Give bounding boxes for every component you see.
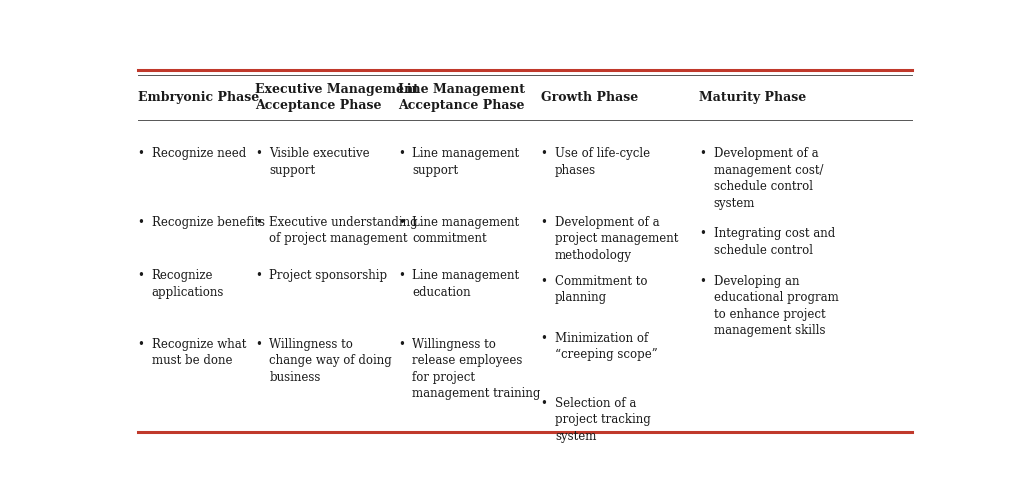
Text: Development of a
project management
methodology: Development of a project management meth… <box>555 216 678 262</box>
Text: Maturity Phase: Maturity Phase <box>699 91 807 104</box>
Text: Recognize need: Recognize need <box>152 147 246 160</box>
Text: •: • <box>397 269 404 282</box>
Text: •: • <box>255 338 262 350</box>
Text: •: • <box>255 216 262 229</box>
Text: Recognize what
must be done: Recognize what must be done <box>152 338 246 367</box>
Text: Executive understanding
of project management: Executive understanding of project manag… <box>269 216 418 245</box>
Text: Commitment to
planning: Commitment to planning <box>555 275 647 304</box>
Text: •: • <box>397 147 404 160</box>
Text: Minimization of
“creeping scope”: Minimization of “creeping scope” <box>555 332 657 361</box>
Text: Line management
education: Line management education <box>412 269 519 298</box>
Text: Recognize benefits: Recognize benefits <box>152 216 265 229</box>
Text: Willingness to
release employees
for project
management training: Willingness to release employees for pro… <box>412 338 541 400</box>
Text: •: • <box>255 269 262 282</box>
Text: •: • <box>541 216 548 229</box>
Text: Line management
commitment: Line management commitment <box>412 216 519 245</box>
Text: Embryonic Phase: Embryonic Phase <box>137 91 259 104</box>
Text: Project sponsorship: Project sponsorship <box>269 269 387 282</box>
Text: Selection of a
project tracking
system: Selection of a project tracking system <box>555 396 650 443</box>
Text: •: • <box>397 338 404 350</box>
Text: •: • <box>541 396 548 410</box>
Text: •: • <box>137 147 144 160</box>
Text: •: • <box>541 275 548 288</box>
Text: Integrating cost and
schedule control: Integrating cost and schedule control <box>714 227 835 256</box>
Text: Growth Phase: Growth Phase <box>541 91 638 104</box>
Text: Developing an
educational program
to enhance project
management skills: Developing an educational program to enh… <box>714 275 839 337</box>
Text: Development of a
management cost/
schedule control
system: Development of a management cost/ schedu… <box>714 147 823 209</box>
Text: Willingness to
change way of doing
business: Willingness to change way of doing busin… <box>269 338 392 384</box>
Text: •: • <box>699 147 707 160</box>
Text: •: • <box>699 227 707 240</box>
Text: •: • <box>541 147 548 160</box>
Text: Recognize
applications: Recognize applications <box>152 269 224 298</box>
Text: •: • <box>541 332 548 345</box>
Text: Line Management
Acceptance Phase: Line Management Acceptance Phase <box>397 83 525 112</box>
Text: •: • <box>137 338 144 350</box>
Text: Line management
support: Line management support <box>412 147 519 177</box>
Text: Visible executive
support: Visible executive support <box>269 147 370 177</box>
Text: •: • <box>255 147 262 160</box>
Text: •: • <box>137 269 144 282</box>
Text: •: • <box>137 216 144 229</box>
Text: Executive Management
Acceptance Phase: Executive Management Acceptance Phase <box>255 83 419 112</box>
Text: Use of life-cycle
phases: Use of life-cycle phases <box>555 147 650 177</box>
Text: •: • <box>397 216 404 229</box>
Text: •: • <box>699 275 707 288</box>
